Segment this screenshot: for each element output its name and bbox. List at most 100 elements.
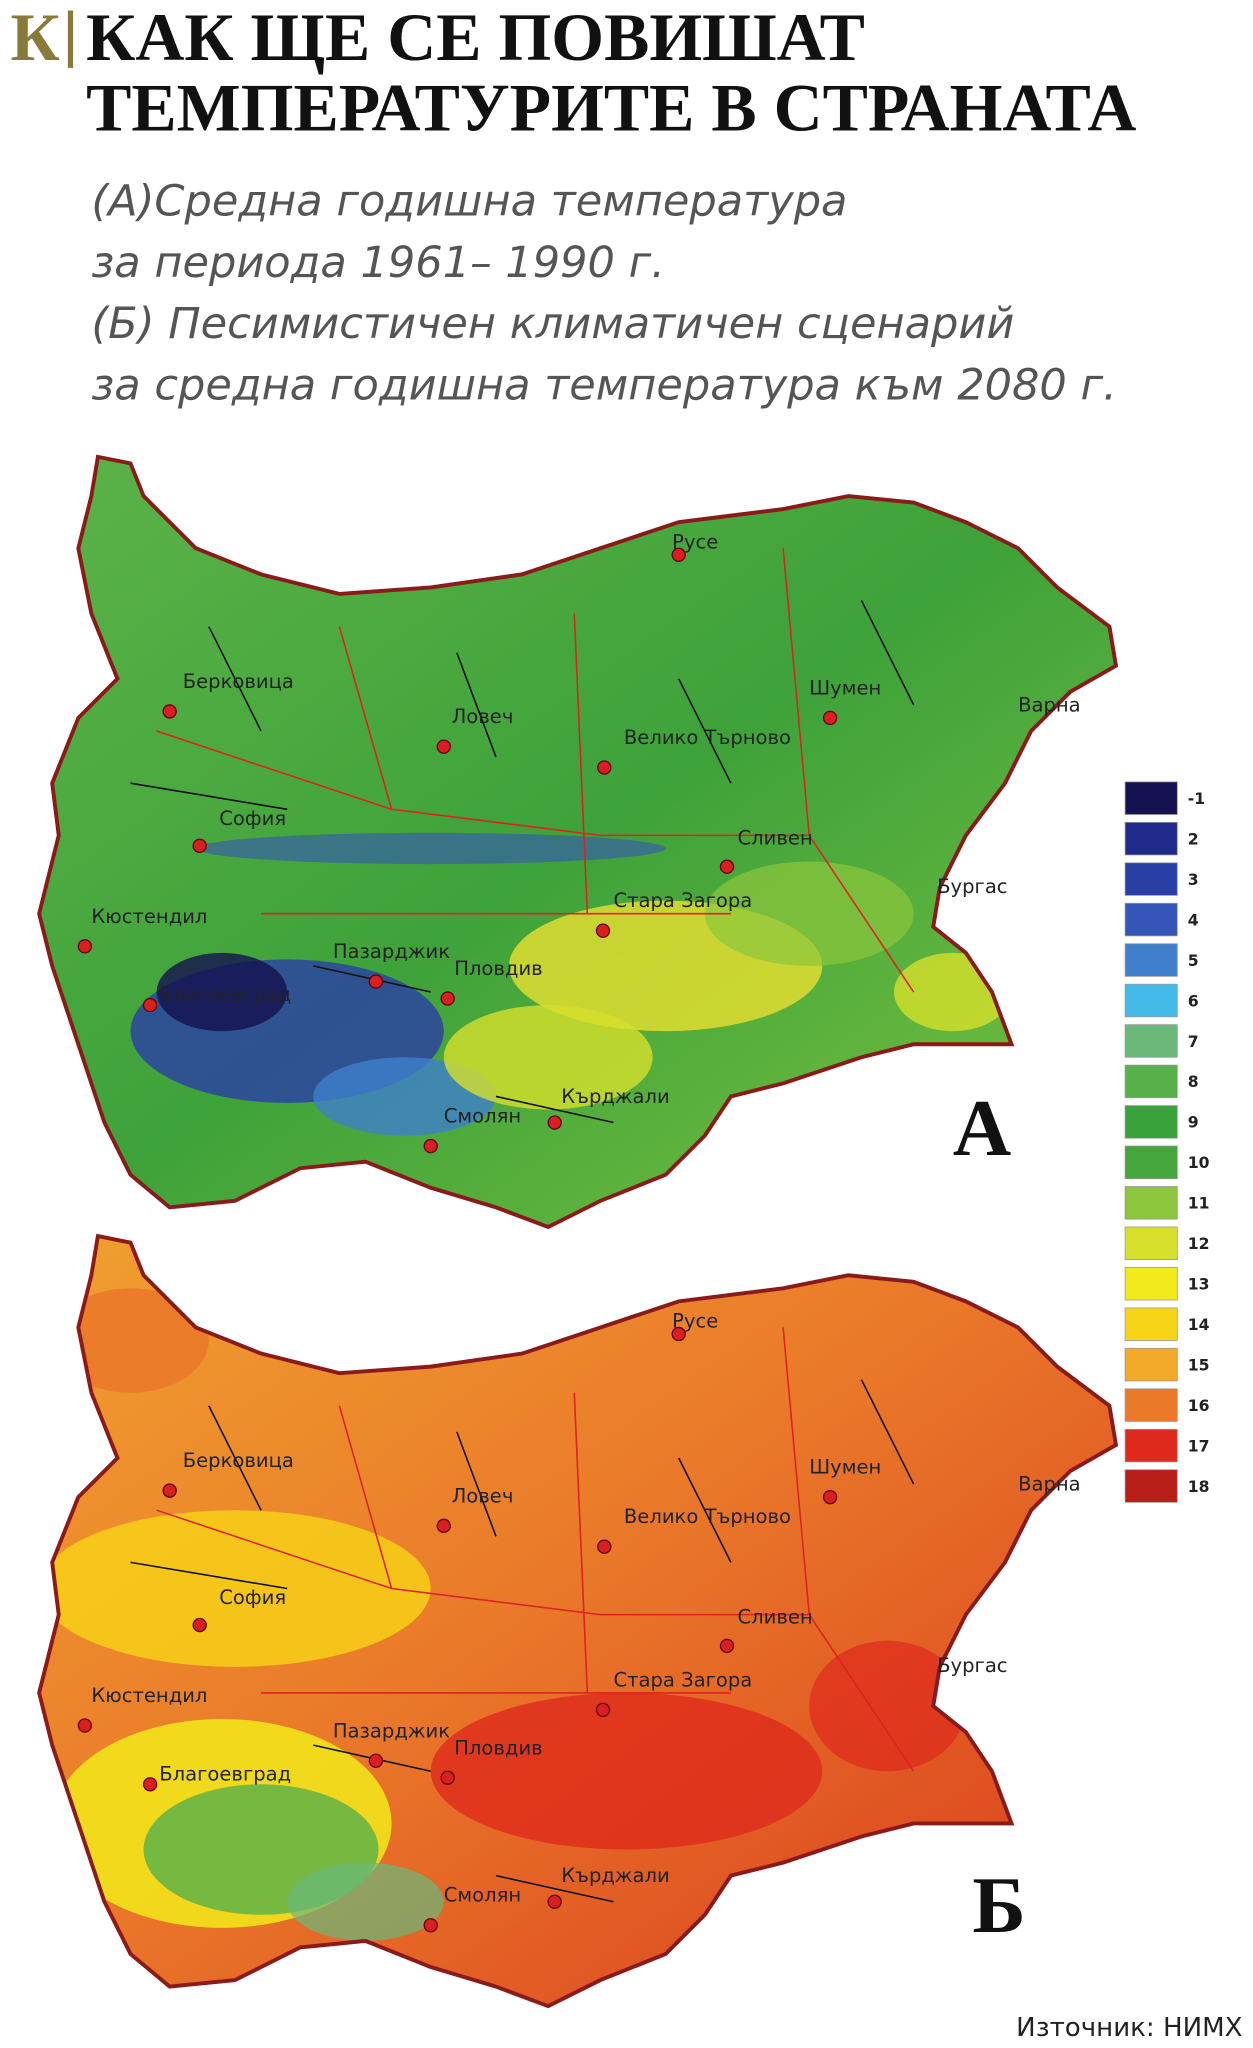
legend-label: 7 — [1188, 1032, 1199, 1051]
city-label: Русе — [672, 1309, 718, 1332]
city-label: София — [219, 1586, 286, 1609]
legend-swatch — [1124, 821, 1178, 856]
legend-label: 2 — [1188, 829, 1199, 848]
city-label: Ловеч — [452, 1484, 514, 1507]
legend-label: 18 — [1188, 1477, 1210, 1496]
city-dot — [436, 1518, 451, 1534]
subtitle-line: за средна годишна температура към 2080 г… — [91, 360, 1116, 410]
legend-label: 6 — [1188, 991, 1199, 1010]
legend-swatch — [1124, 781, 1178, 815]
city-label: Благоевград — [159, 1762, 291, 1785]
map-a: Русе Берковица Ловеч Велико Търново Шумен Вар… — [37, 454, 1118, 1229]
city-dot — [440, 991, 455, 1006]
city-dot — [595, 923, 611, 938]
city-label: Сливен — [737, 1606, 812, 1629]
city-dot — [595, 1702, 611, 1718]
city-label: Шумен — [809, 1456, 881, 1479]
legend: -1 2 3 4 5 6 7 8 9 10 11 12 13 14 15 16 17 18 — [1124, 781, 1210, 1503]
legend-swatch — [1124, 1186, 1178, 1220]
city-label: Смолян — [444, 1884, 521, 1907]
legend-swatch — [1124, 943, 1178, 977]
city-dot — [597, 1539, 612, 1554]
city-label: Пловдив — [454, 957, 542, 980]
city-dot — [142, 997, 158, 1013]
title-line: ТЕМПЕРАТУРИТЕ В СТРАНАТА — [86, 71, 1136, 146]
legend-label: 16 — [1188, 1396, 1210, 1415]
city-dot — [822, 710, 838, 726]
legend-label: 11 — [1188, 1194, 1210, 1213]
legend-swatch — [1124, 1347, 1178, 1382]
legend-label: -1 — [1188, 789, 1205, 808]
city-label: Берковица — [183, 1449, 294, 1472]
legend-label: 13 — [1188, 1275, 1210, 1294]
city-dot — [547, 1894, 562, 1909]
legend-label: 8 — [1188, 1072, 1199, 1091]
legend-label: 10 — [1188, 1153, 1210, 1172]
legend-swatch — [1124, 1145, 1178, 1180]
legend-swatch — [1124, 1428, 1178, 1463]
legend-swatch — [1124, 902, 1178, 937]
city-dot — [77, 939, 93, 954]
logo-bar — [67, 10, 74, 68]
city-label: Русе — [672, 530, 718, 553]
city-dot — [719, 859, 735, 874]
subtitle-line: (А)Средна годишна температура — [91, 176, 847, 226]
city-dot — [436, 739, 451, 754]
legend-swatch — [1124, 1226, 1178, 1260]
city-label: Кюстендил — [91, 1684, 207, 1707]
city-label: Варна — [1018, 693, 1081, 716]
city-label: Берковица — [183, 670, 294, 693]
city-label: Стара Загора — [613, 889, 752, 912]
legend-swatch — [1124, 1388, 1178, 1422]
city-dot — [368, 1753, 384, 1768]
map-letter: А — [953, 1083, 1011, 1173]
city-label: Сливен — [737, 827, 812, 850]
legend-label: 14 — [1188, 1315, 1210, 1334]
subtitle-line: (Б) Песимистичен климатичен сценарий — [91, 299, 1014, 349]
city-dot — [822, 1489, 838, 1505]
city-dot — [671, 1326, 686, 1342]
city-label: Шумен — [809, 676, 881, 699]
legend-label: 9 — [1188, 1113, 1199, 1132]
city-dot — [547, 1115, 562, 1130]
legend-label: 4 — [1188, 910, 1199, 929]
city-label: Варна — [1018, 1473, 1081, 1496]
legend-swatch — [1124, 1469, 1178, 1503]
city-label: Пазарджик — [333, 1719, 450, 1742]
city-dot — [440, 1770, 455, 1785]
city-dot — [368, 974, 384, 989]
legend-label: 15 — [1188, 1355, 1210, 1374]
city-label: Смолян — [444, 1105, 521, 1128]
city-dot — [423, 1138, 438, 1154]
map-letter: Б — [972, 1860, 1025, 1950]
source: Източник: НИМХ — [1016, 2013, 1242, 2043]
city-label: Кюстендил — [91, 905, 207, 928]
legend-swatch — [1124, 1267, 1178, 1301]
city-label: Ловеч — [452, 705, 514, 728]
subtitle-line: за периода 1961– 1990 г. — [91, 238, 665, 288]
legend-label: 3 — [1188, 870, 1199, 889]
city-label: Кърджали — [561, 1085, 669, 1108]
city-label: Стара Загора — [613, 1668, 752, 1691]
city-dot — [719, 1638, 735, 1654]
city-label: Велико Търново — [624, 726, 791, 749]
city-label: Кърджали — [561, 1864, 669, 1887]
legend-swatch — [1124, 862, 1178, 896]
city-label: Пловдив — [454, 1736, 542, 1759]
city-dot — [162, 704, 177, 719]
map-b: Русе Берковица Ловеч Велико Търново Шумен Вар… — [37, 1234, 1118, 2009]
legend-label: 12 — [1188, 1234, 1210, 1253]
city-dot — [192, 838, 207, 854]
logo: К — [10, 0, 59, 75]
city-label: Бургас — [937, 1654, 1007, 1677]
city-dot — [423, 1918, 438, 1933]
legend-label: 17 — [1188, 1436, 1210, 1455]
city-dot — [192, 1617, 207, 1633]
city-dot — [162, 1483, 177, 1498]
city-label: Велико Търново — [624, 1505, 791, 1528]
city-label: София — [219, 807, 286, 830]
legend-label: 5 — [1188, 951, 1199, 970]
title-line: КАК ЩЕ СЕ ПОВИШАТ — [86, 0, 865, 75]
city-dot — [597, 760, 612, 775]
